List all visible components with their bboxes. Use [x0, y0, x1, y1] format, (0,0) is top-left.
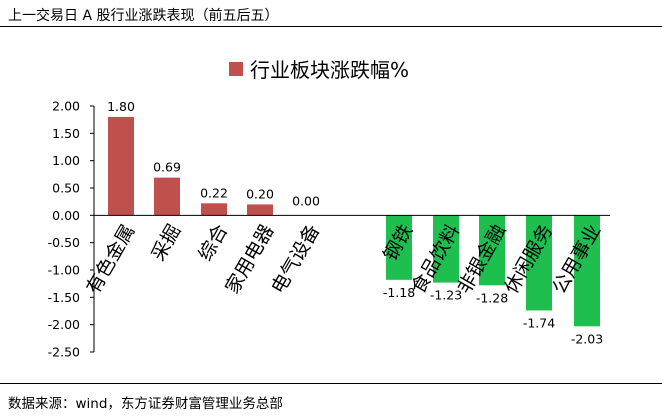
bar-8 [479, 215, 505, 286]
y-tick-label: -2.00 [48, 317, 80, 332]
bar-4 [247, 204, 273, 216]
y-tick-label: 1.00 [52, 153, 80, 168]
bar-2 [154, 177, 180, 216]
data-label: 0.69 [153, 160, 181, 175]
data-label: -1.28 [476, 290, 508, 305]
category-label: 采掘 [147, 221, 185, 265]
bar-1 [108, 116, 134, 216]
bar-10 [574, 215, 600, 327]
bar-7 [433, 215, 459, 283]
y-tick-label: 1.50 [52, 126, 80, 141]
data-label: 1.80 [107, 99, 135, 114]
data-label: 0.22 [200, 185, 228, 200]
bottom-divider [0, 383, 662, 384]
y-tick-label: 0.50 [52, 181, 80, 196]
bar-6 [386, 215, 412, 280]
data-label: -1.23 [430, 288, 462, 303]
top-divider [0, 26, 662, 27]
category-label: 有色金属 [82, 221, 139, 298]
data-label: -1.18 [383, 285, 415, 300]
data-source-note: 数据来源：wind，东方证券财富管理业务总部 [8, 396, 283, 412]
report-header: 上一交易日 A 股行业涨跌表现（前五后五） [0, 0, 662, 28]
y-tick-label: 2.00 [52, 99, 80, 114]
bar-3 [201, 203, 227, 216]
category-label: 综合 [194, 221, 232, 265]
y-tick-label: -1.50 [48, 290, 80, 305]
bar-9 [526, 215, 552, 311]
data-label: 0.20 [246, 186, 274, 201]
y-tick-label: 0.00 [52, 208, 80, 223]
y-tick-label: -0.50 [48, 235, 80, 250]
legend-label: 行业板块涨跌幅% [250, 58, 409, 82]
data-label: -2.03 [571, 331, 603, 346]
data-label: -1.74 [523, 315, 555, 330]
legend-swatch [229, 62, 243, 76]
y-tick-label: -2.50 [48, 345, 80, 360]
y-tick-label: -1.00 [48, 263, 80, 278]
page-title: 上一交易日 A 股行业涨跌表现（前五后五） [8, 8, 279, 24]
data-label: 0.00 [292, 193, 320, 208]
